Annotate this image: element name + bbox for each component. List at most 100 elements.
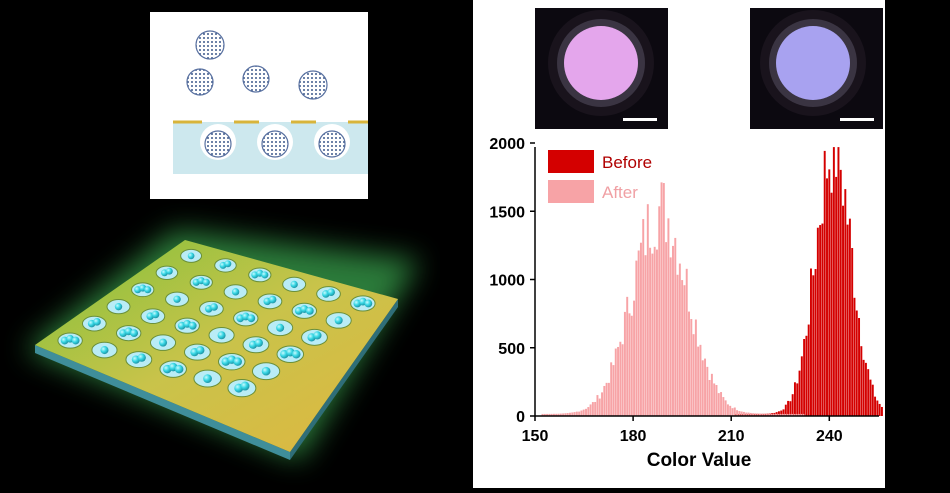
histogram-bar (667, 218, 670, 416)
microsphere (144, 286, 152, 294)
histogram-bar (816, 227, 819, 416)
legend-swatch-after (548, 180, 594, 203)
histogram-bar (706, 366, 709, 416)
particle (242, 65, 270, 93)
histogram-bar (642, 219, 645, 416)
histogram-bar (541, 413, 544, 416)
histogram-bar (571, 412, 574, 416)
histogram-bar (699, 344, 702, 416)
histogram-bar (848, 218, 851, 416)
particle (318, 130, 346, 158)
histogram-bar (678, 263, 681, 416)
histogram-bar (747, 412, 750, 416)
histogram-bar (803, 338, 806, 416)
x-axis-label: Color Value (647, 450, 752, 471)
histogram-bar (587, 407, 590, 416)
microsphere (247, 314, 256, 323)
histogram-bar (578, 411, 581, 416)
gold-plate (35, 240, 398, 452)
microsphere (305, 306, 314, 315)
histogram-bar (612, 365, 615, 416)
histogram-bar (692, 334, 695, 416)
histogram-bar (676, 274, 679, 416)
histogram-bar (594, 401, 597, 416)
histogram-bar (601, 392, 603, 416)
histogram-bar (802, 413, 805, 416)
histogram-bar (763, 413, 766, 416)
histogram-bar (862, 359, 865, 416)
legend: Before After (548, 150, 652, 203)
histogram-bar (788, 413, 791, 416)
histogram-bar (694, 319, 697, 416)
histogram-bar (842, 205, 844, 416)
histogram-bar (745, 412, 748, 416)
histogram-bar (793, 382, 796, 416)
substrate-edge (290, 299, 398, 460)
histogram-bar (646, 204, 649, 416)
histogram-bar (559, 413, 562, 416)
microsphere (334, 316, 343, 325)
microsphere (292, 350, 301, 359)
y-tick-label: 500 (498, 341, 525, 358)
photo-after-sample (776, 26, 850, 100)
x-tick-label: 210 (718, 428, 745, 445)
histogram-bar (837, 147, 840, 416)
histogram-bar (797, 413, 800, 416)
histogram-bar (756, 413, 759, 416)
histogram-bar (772, 413, 775, 416)
microsphere (174, 364, 184, 374)
y-tick-label: 1000 (489, 273, 525, 290)
histogram-bar (715, 384, 718, 416)
histogram-bar (851, 248, 854, 416)
y-tick-label: 0 (516, 409, 525, 426)
histogram-bar (704, 358, 707, 416)
histogram-bar (761, 413, 764, 416)
histogram-bar (688, 311, 690, 416)
histogram-bar (736, 410, 739, 416)
histogram-bar (874, 396, 877, 416)
histogram-bar (644, 255, 647, 416)
histogram-bar (674, 237, 677, 416)
histogram-bar (665, 242, 668, 416)
y-tick-label: 1500 (489, 204, 525, 221)
histogram-bar (830, 192, 833, 416)
x-tick-label: 150 (522, 428, 549, 445)
histogram-bar (726, 404, 729, 416)
histogram-bar (562, 413, 565, 416)
microsphere (165, 267, 173, 275)
histogram-bar (610, 362, 613, 416)
histogram-bar (683, 285, 686, 416)
histogram-bar (717, 393, 720, 416)
well-array (57, 248, 376, 398)
histogram-bar (828, 169, 831, 416)
histogram-bar (589, 404, 592, 416)
histogram-bar (617, 346, 620, 416)
histogram-bar (729, 405, 732, 416)
substrate-edge (35, 345, 290, 460)
microsphere (130, 329, 139, 338)
histogram-bar (860, 346, 863, 416)
histogram-bar (710, 373, 713, 416)
histogram-bar (605, 382, 608, 416)
histogram-bar (662, 183, 665, 416)
histogram-bar (564, 413, 567, 416)
histogram-bar (697, 346, 700, 416)
microsphere (240, 381, 250, 391)
histogram-bar (782, 409, 785, 416)
particle (298, 70, 328, 100)
histogram-bar (876, 400, 879, 416)
histogram-bar (548, 413, 551, 416)
microsphere (231, 288, 240, 296)
histogram-bar (786, 413, 789, 416)
histogram-bar (738, 411, 741, 416)
histogram-bar (770, 413, 773, 416)
y-tick-label: 2000 (489, 136, 525, 153)
microsphere (276, 323, 285, 332)
histogram-bar (740, 411, 743, 416)
histogram-bar (777, 413, 780, 416)
x-ticks: 150 180 210 240 (522, 416, 843, 445)
histogram-bar (765, 413, 768, 416)
schematic-panel (150, 12, 368, 199)
histogram-bar (777, 411, 780, 416)
particle (204, 130, 232, 158)
